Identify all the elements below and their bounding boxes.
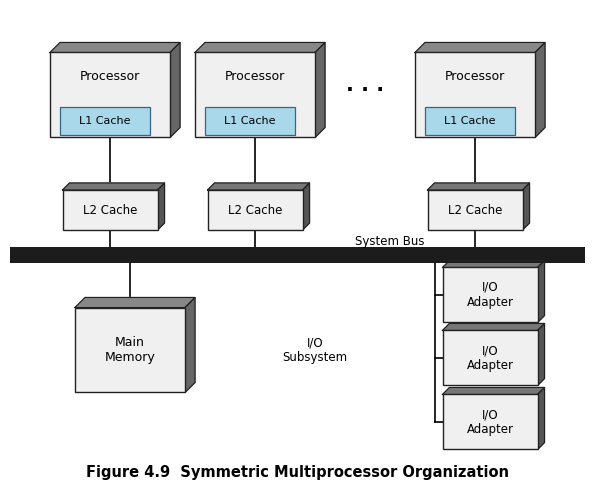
Polygon shape [443, 323, 544, 330]
Text: Processor: Processor [80, 71, 140, 83]
Text: L1 Cache: L1 Cache [224, 117, 275, 126]
Polygon shape [170, 43, 180, 138]
FancyBboxPatch shape [75, 308, 185, 392]
Polygon shape [208, 183, 309, 190]
FancyBboxPatch shape [62, 190, 158, 230]
Polygon shape [443, 261, 544, 268]
Text: Processor: Processor [225, 71, 285, 83]
FancyBboxPatch shape [208, 190, 302, 230]
FancyBboxPatch shape [415, 52, 535, 138]
Polygon shape [195, 43, 325, 52]
Polygon shape [537, 261, 544, 322]
Polygon shape [537, 323, 544, 386]
FancyBboxPatch shape [60, 107, 150, 136]
FancyBboxPatch shape [443, 330, 537, 386]
Text: System Bus: System Bus [355, 235, 425, 248]
Text: L1 Cache: L1 Cache [79, 117, 131, 126]
FancyBboxPatch shape [195, 52, 315, 138]
Text: Main
Memory: Main Memory [105, 336, 155, 364]
Text: . . .: . . . [346, 75, 384, 95]
Text: L2 Cache: L2 Cache [83, 203, 137, 217]
Text: Processor: Processor [445, 71, 505, 83]
Polygon shape [315, 43, 325, 138]
Text: I/O
Adapter: I/O Adapter [466, 281, 513, 309]
Polygon shape [75, 297, 195, 308]
FancyBboxPatch shape [10, 247, 585, 263]
Text: I/O
Adapter: I/O Adapter [466, 344, 513, 372]
FancyBboxPatch shape [443, 394, 537, 449]
FancyBboxPatch shape [443, 268, 537, 322]
Polygon shape [158, 183, 164, 230]
FancyBboxPatch shape [427, 190, 522, 230]
Polygon shape [302, 183, 309, 230]
Text: I/O
Adapter: I/O Adapter [466, 408, 513, 436]
Polygon shape [50, 43, 180, 52]
Polygon shape [415, 43, 545, 52]
Text: L2 Cache: L2 Cache [448, 203, 502, 217]
FancyBboxPatch shape [50, 52, 170, 138]
Text: Figure 4.9  Symmetric Multiprocessor Organization: Figure 4.9 Symmetric Multiprocessor Orga… [86, 465, 509, 480]
Polygon shape [62, 183, 164, 190]
Polygon shape [443, 388, 544, 394]
Polygon shape [427, 183, 530, 190]
FancyBboxPatch shape [425, 107, 515, 136]
Text: L2 Cache: L2 Cache [228, 203, 282, 217]
Polygon shape [537, 388, 544, 449]
Text: L1 Cache: L1 Cache [444, 117, 496, 126]
Text: I/O
Subsystem: I/O Subsystem [283, 336, 347, 364]
Polygon shape [185, 297, 195, 392]
Polygon shape [535, 43, 545, 138]
Polygon shape [522, 183, 530, 230]
FancyBboxPatch shape [205, 107, 295, 136]
